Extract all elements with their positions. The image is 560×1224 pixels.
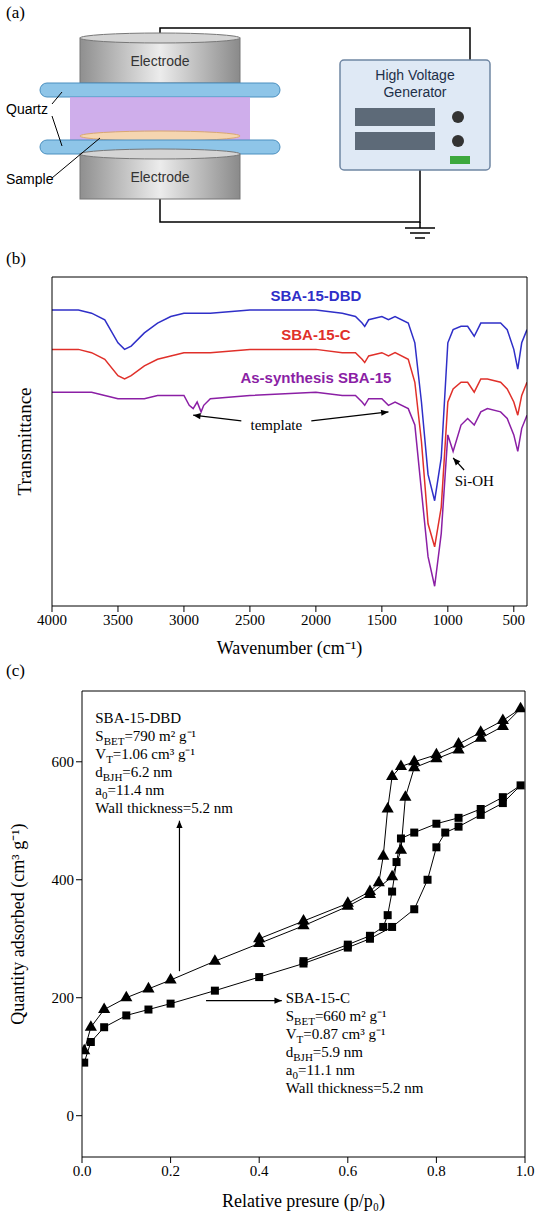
svg-text:0.8: 0.8 (427, 1163, 446, 1179)
svg-text:200: 200 (52, 990, 75, 1006)
svg-text:Electrode: Electrode (130, 53, 189, 69)
svg-text:0.6: 0.6 (338, 1163, 357, 1179)
svg-text:2500: 2500 (235, 612, 265, 628)
svg-text:400: 400 (52, 872, 75, 888)
svg-text:Electrode: Electrode (130, 169, 189, 185)
svg-text:2000: 2000 (301, 612, 331, 628)
html-text:(b): (b) (6, 249, 26, 268)
svg-text:SBA-15-DBD: SBA-15-DBD (270, 287, 361, 304)
svg-text:0.4: 0.4 (250, 1163, 269, 1179)
svg-text:SBA-15-CSBET=660 m² g⁻¹VT=0.87: SBA-15-CSBET=660 m² g⁻¹VT=0.87 cm³ g⁻¹dB… (286, 990, 424, 1096)
svg-text:template: template (250, 417, 302, 433)
svg-text:0: 0 (67, 1108, 75, 1124)
svg-text:3000: 3000 (169, 612, 199, 628)
svg-text:1000: 1000 (433, 612, 463, 628)
svg-text:High Voltage: High Voltage (375, 67, 455, 83)
svg-text:1500: 1500 (367, 612, 397, 628)
svg-text:SBA-15-DBDSBET=790 m² g⁻¹VT=1.: SBA-15-DBDSBET=790 m² g⁻¹VT=1.06 cm³ g⁻¹… (95, 710, 233, 816)
svg-text:Relative presure (p/p₀): Relative presure (p/p₀) (222, 1191, 385, 1212)
svg-text:500: 500 (503, 612, 526, 628)
svg-text:Transmittance: Transmittance (14, 387, 35, 495)
svg-text:1.0: 1.0 (516, 1163, 535, 1179)
svg-text:0.2: 0.2 (161, 1163, 180, 1179)
svg-text:Quartz: Quartz (6, 101, 48, 117)
svg-text:As-synthesis SBA-15: As-synthesis SBA-15 (240, 369, 391, 386)
svg-text:Quantity adsorbed (cm³ g⁻¹): Quantity adsorbed (cm³ g⁻¹) (8, 823, 29, 1024)
svg-text:SBA-15-C: SBA-15-C (281, 326, 350, 343)
svg-text:4000: 4000 (37, 612, 67, 628)
svg-text:600: 600 (52, 754, 75, 770)
svg-text:Generator: Generator (383, 84, 446, 100)
svg-text:0.0: 0.0 (73, 1163, 92, 1179)
svg-text:Sample: Sample (6, 171, 54, 187)
html-text:(c): (c) (6, 661, 25, 680)
svg-text:Wavenumber (cm⁻¹): Wavenumber (cm⁻¹) (217, 638, 362, 658)
svg-text:3500: 3500 (103, 612, 133, 628)
svg-text:(a): (a) (6, 3, 25, 22)
svg-text:Si-OH: Si-OH (455, 473, 494, 489)
